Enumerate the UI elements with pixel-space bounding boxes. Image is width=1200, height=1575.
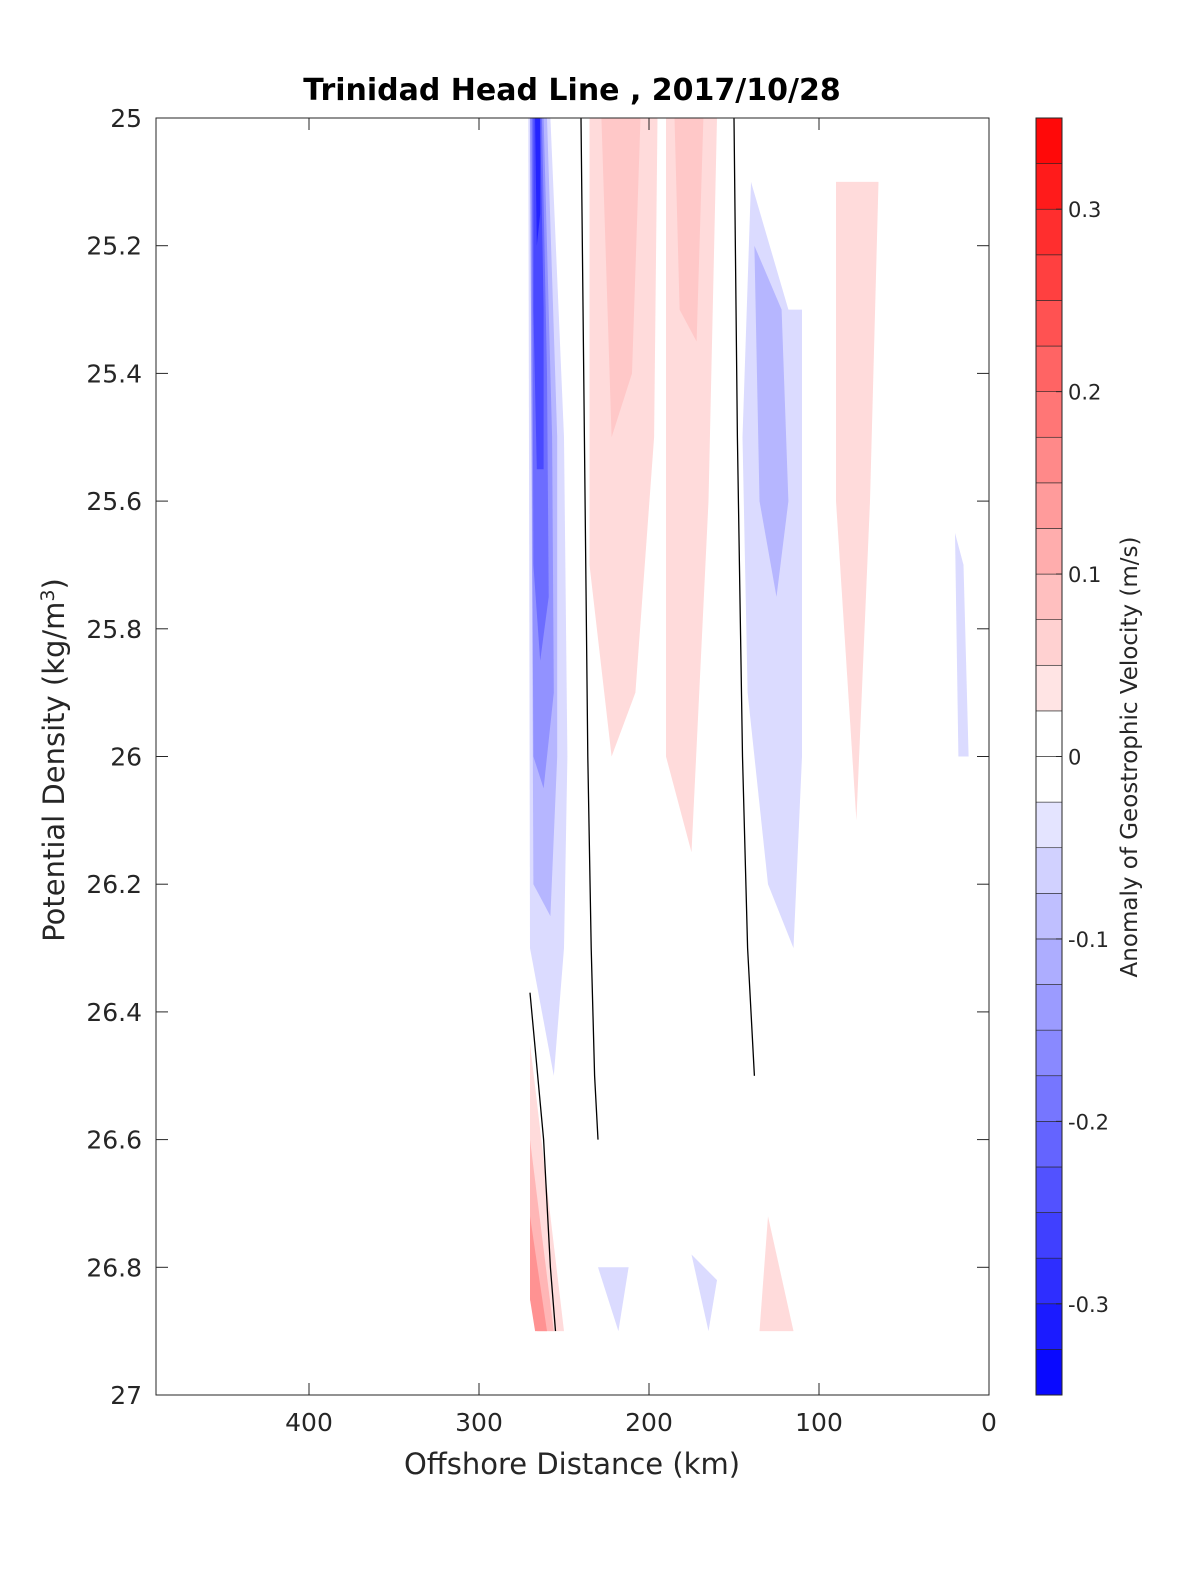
colorbar-band bbox=[1035, 893, 1063, 940]
colorbar-band bbox=[1035, 345, 1063, 392]
colorbar-tick-label: 0.3 bbox=[1068, 198, 1101, 222]
colorbar-tick-label: 0.2 bbox=[1068, 381, 1101, 405]
colorbar-band bbox=[1035, 1303, 1063, 1350]
y-tick-label: 26.4 bbox=[86, 998, 142, 1027]
colorbar-band bbox=[1035, 1212, 1063, 1259]
colorbar-band bbox=[1035, 254, 1063, 301]
colorbar-band bbox=[1035, 300, 1063, 347]
colorbar-band bbox=[1035, 756, 1063, 803]
colorbar-band bbox=[1035, 619, 1063, 666]
y-axis-ticks: 25 25.2 25.4 25.6 25.8 26 26.2 26.4 26.6 26.8 27 bbox=[86, 104, 989, 1410]
y-tick-label: 26.2 bbox=[86, 870, 142, 899]
y-tick-label: 27 bbox=[110, 1381, 142, 1410]
contour-lines bbox=[529, 118, 756, 1332]
x-tick-label: 200 bbox=[625, 1408, 673, 1437]
y-tick-label: 25.8 bbox=[86, 615, 142, 644]
colorbar-band bbox=[1035, 482, 1063, 529]
y-axis-label-main: Potential Density (kg/m bbox=[37, 602, 71, 942]
x-tick-label: 100 bbox=[795, 1408, 843, 1437]
colorbar-band bbox=[1035, 573, 1063, 620]
x-tick-label: 0 bbox=[981, 1408, 997, 1437]
filled-region-8 bbox=[955, 533, 969, 757]
colorbar-band bbox=[1035, 801, 1063, 849]
filled-contours bbox=[528, 118, 969, 1332]
colorbar-tick-label: -0.2 bbox=[1068, 1110, 1109, 1134]
filled-region-19 bbox=[759, 1216, 794, 1332]
filled-region-4 bbox=[533, 118, 544, 470]
colorbar-band bbox=[1035, 1349, 1063, 1396]
filled-region-18 bbox=[530, 1216, 547, 1332]
contour-line-1 bbox=[733, 118, 756, 1076]
colorbar-tick-label: -0.3 bbox=[1068, 1293, 1109, 1317]
colorbar-band bbox=[1035, 664, 1063, 712]
colorbar-label: Anomaly of Geostrophic Velocity (m/s) bbox=[1117, 537, 1143, 978]
colorbar-tick-label: -0.1 bbox=[1068, 928, 1109, 952]
y-tick-label: 26.8 bbox=[86, 1253, 142, 1282]
colorbar-band bbox=[1035, 710, 1063, 757]
contour-line-0 bbox=[580, 118, 599, 1140]
filled-region-14 bbox=[601, 118, 641, 438]
y-tick-label: 26 bbox=[110, 743, 142, 772]
colorbar-band bbox=[1035, 984, 1063, 1031]
colorbar-band bbox=[1035, 117, 1063, 164]
colorbar-band bbox=[1035, 847, 1063, 894]
y-axis-label: Potential Density (kg/m3) bbox=[37, 578, 71, 942]
y-axis-label-end: ) bbox=[37, 578, 71, 589]
y-tick-label: 25.2 bbox=[86, 232, 142, 261]
filled-region-9 bbox=[598, 1267, 629, 1332]
colorbar-band bbox=[1035, 528, 1063, 575]
filled-region-13 bbox=[836, 181, 879, 821]
y-tick-label: 25 bbox=[110, 104, 142, 133]
colorbar-band bbox=[1035, 938, 1063, 985]
x-tick-label: 300 bbox=[455, 1408, 503, 1437]
filled-region-12 bbox=[666, 118, 717, 853]
colorbar-ticks: 0.3 0.2 0.1 0 -0.1 -0.2 -0.3 bbox=[1056, 198, 1109, 1317]
colorbar-tick-label: 0.1 bbox=[1068, 563, 1101, 587]
filled-region-15 bbox=[674, 118, 704, 342]
filled-region-5 bbox=[535, 118, 541, 246]
y-axis-label-sup: 3 bbox=[37, 589, 59, 601]
x-axis-label: Offshore Distance (km) bbox=[404, 1447, 740, 1481]
y-tick-label: 26.6 bbox=[86, 1126, 142, 1155]
x-axis-ticks: 400 300 200 100 0 bbox=[285, 118, 997, 1437]
colorbar-band bbox=[1035, 391, 1063, 438]
filled-region-7 bbox=[754, 245, 789, 597]
colorbar-band bbox=[1035, 1029, 1063, 1077]
contour-line-2 bbox=[529, 992, 557, 1332]
colorbar-band bbox=[1035, 1257, 1063, 1305]
colorbar-band bbox=[1035, 1121, 1063, 1168]
chart-title: Trinidad Head Line , 2017/10/28 bbox=[303, 73, 840, 108]
colorbar-band bbox=[1035, 1166, 1063, 1213]
colorbar-band bbox=[1035, 163, 1063, 210]
y-tick-label: 25.6 bbox=[86, 487, 142, 516]
colorbar bbox=[1035, 117, 1063, 1396]
colorbar-band bbox=[1035, 1075, 1063, 1122]
colorbar-band bbox=[1035, 436, 1063, 484]
filled-region-10 bbox=[691, 1254, 717, 1332]
colorbar-tick-label: 0 bbox=[1068, 746, 1081, 770]
x-tick-label: 400 bbox=[285, 1408, 333, 1437]
colorbar-band bbox=[1035, 208, 1063, 256]
y-tick-label: 25.4 bbox=[86, 359, 142, 388]
